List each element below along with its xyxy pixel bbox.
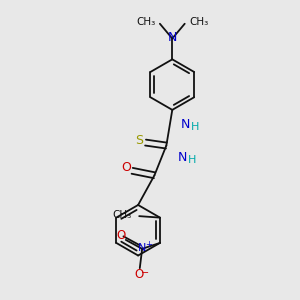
Text: +: + xyxy=(145,240,152,249)
Text: S: S xyxy=(135,134,143,147)
Text: CH₃: CH₃ xyxy=(189,17,208,27)
Text: N: N xyxy=(181,118,190,131)
Text: O: O xyxy=(121,161,131,174)
Text: N: N xyxy=(178,151,188,164)
Text: CH₃: CH₃ xyxy=(136,17,155,27)
Text: O: O xyxy=(135,268,144,281)
Text: N: N xyxy=(138,243,146,253)
Text: O: O xyxy=(117,229,126,242)
Text: N: N xyxy=(168,31,177,44)
Text: H: H xyxy=(188,155,196,165)
Text: CH₃: CH₃ xyxy=(112,210,132,220)
Text: −: − xyxy=(141,268,149,278)
Text: H: H xyxy=(191,122,200,132)
